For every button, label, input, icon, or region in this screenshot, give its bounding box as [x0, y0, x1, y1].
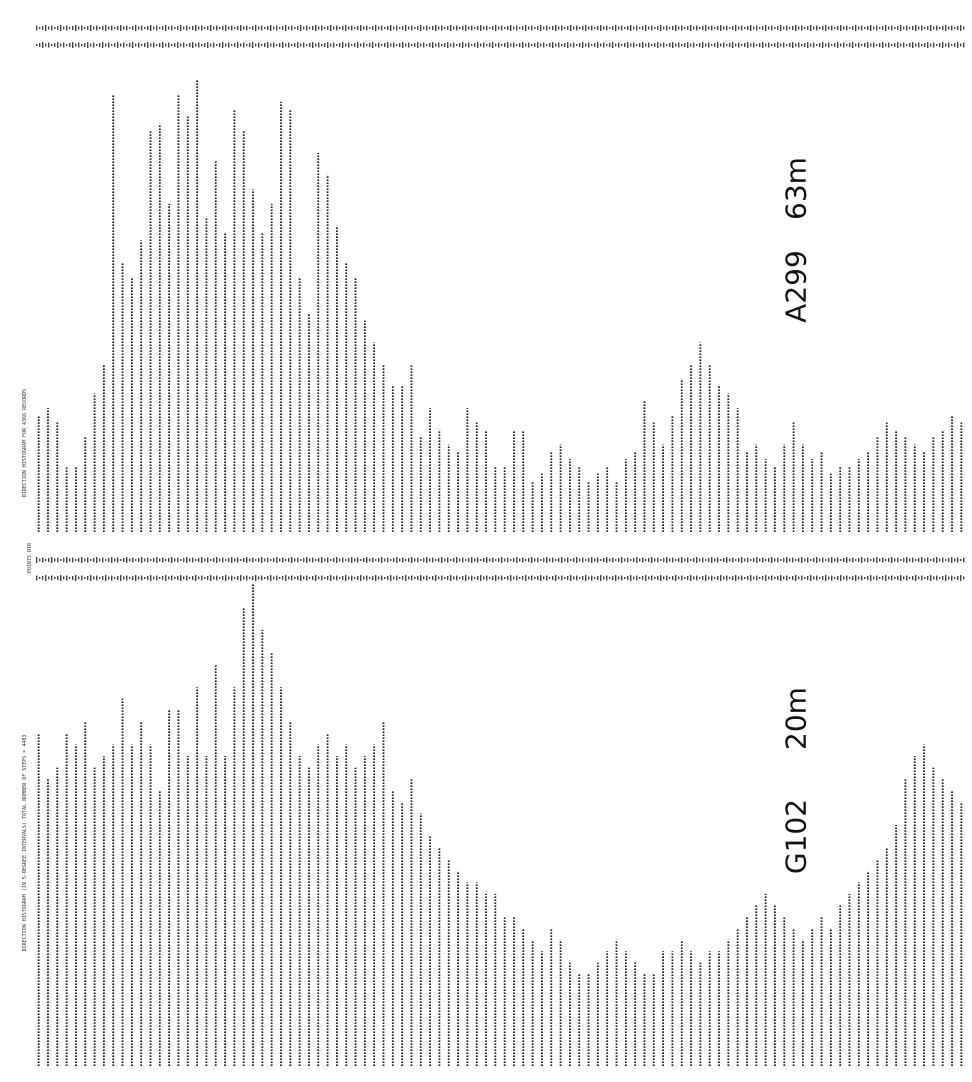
header-text-bottom: DIRECTION HISTOGRAM (IN 5-DEGREE INTERVA… [22, 734, 28, 952]
chart-G102 [37, 584, 963, 1066]
points-dir-label: POINTS DIR [27, 542, 33, 574]
station-label-g102: G102 [780, 797, 813, 877]
depth-value: 63m [779, 157, 813, 220]
depth-label-a299: 63m [780, 149, 813, 229]
code-row [36, 25, 965, 31]
station-label-a299: A299 [780, 247, 813, 327]
depth-label-g102: 20m [780, 679, 813, 759]
code-row [36, 42, 965, 48]
header-text-top: DIRECTION HISTOGRAM FOR 4366 RECORDS [22, 388, 28, 498]
chart-A299 [37, 80, 963, 532]
station-name: G102 [779, 798, 813, 875]
depth-value: 20m [779, 687, 813, 750]
code-row [36, 575, 965, 581]
code-row [36, 557, 965, 563]
station-name: A299 [779, 250, 813, 323]
